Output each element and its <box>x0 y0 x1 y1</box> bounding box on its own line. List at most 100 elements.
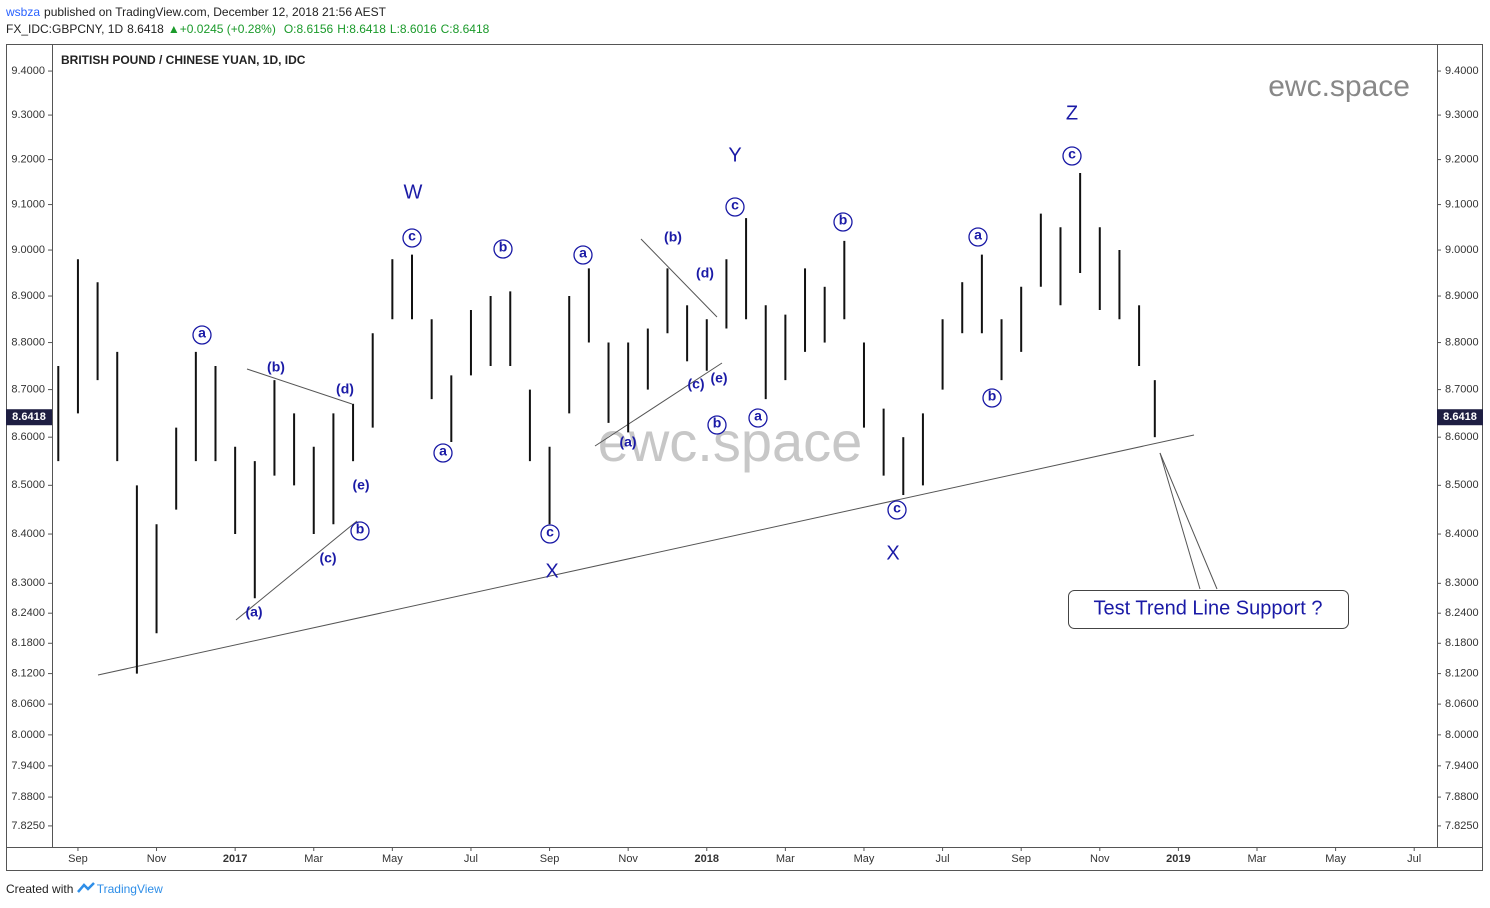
wave-label: c <box>731 197 739 213</box>
wave-circle <box>748 408 768 428</box>
triangle-line <box>594 362 723 447</box>
open: O:8.6156 <box>283 22 334 36</box>
wave-circle <box>192 325 212 345</box>
wave-label: a <box>974 227 982 243</box>
y-tick-label: 9.3000 <box>11 109 45 121</box>
y-tick-label: 8.0600 <box>11 698 45 710</box>
x-tick-label: 2017 <box>223 853 247 865</box>
chart-frame <box>6 44 1483 871</box>
x-tick-label: May <box>382 853 403 865</box>
y-tick-label: 9.4000 <box>1445 65 1479 77</box>
wave-label: a <box>439 443 447 459</box>
wave-circle <box>707 415 727 435</box>
change: ▲+0.0245 (+0.28%) <box>167 22 276 36</box>
y-tick-label: 8.3000 <box>1445 577 1479 589</box>
y-tick-label: 8.2400 <box>1445 607 1479 619</box>
price-tag <box>1437 409 1483 426</box>
y-tick-label: 8.9000 <box>1445 290 1479 302</box>
y-tick-label: 8.4000 <box>11 528 45 540</box>
y-tick-label: 8.8000 <box>11 336 45 348</box>
close: C:8.6418 <box>440 22 490 36</box>
y-tick-label: 9.2000 <box>1445 153 1479 165</box>
wave-label: b <box>988 388 997 404</box>
wave-label: c <box>1068 146 1076 162</box>
wave-label: a <box>579 245 587 261</box>
wave-circle <box>350 521 370 541</box>
wave-label: b <box>839 212 848 228</box>
y-tick-label: 8.7000 <box>1445 384 1479 396</box>
wave-circle <box>573 245 593 265</box>
wave-circle <box>493 239 513 259</box>
wave-label: b <box>356 521 365 537</box>
wave-circle <box>402 228 422 248</box>
wave-label: (a) <box>619 434 636 450</box>
triangle-line <box>235 520 358 621</box>
trend-line <box>97 434 1195 676</box>
logo <box>76 882 95 893</box>
y-tick-label: 7.8800 <box>1445 791 1479 803</box>
callout-text: Test Trend Line Support ? <box>1093 597 1322 619</box>
wave-circle <box>833 212 853 232</box>
wave-label: (a) <box>245 604 262 620</box>
wave-label: c <box>408 228 416 244</box>
y-tick-label: 7.8250 <box>1445 820 1479 832</box>
y-tick-label: 9.4000 <box>11 65 45 77</box>
callout-box <box>1068 590 1349 629</box>
y-tick-label: 9.1000 <box>11 198 45 210</box>
y-tick-label: 7.9400 <box>11 760 45 772</box>
triangle-line <box>640 238 718 318</box>
callout-pointer <box>1159 452 1218 590</box>
change-text: +0.0245 (+0.28%) <box>179 22 276 36</box>
triangle-line <box>246 368 353 405</box>
user[interactable]: wsbza <box>6 5 41 19</box>
x-tick-label: 2018 <box>695 853 719 865</box>
wave-circle <box>433 443 453 463</box>
y-tick-label: 8.3000 <box>11 577 45 589</box>
y-tick-label: 8.8000 <box>1445 336 1479 348</box>
wave-label: a <box>198 325 206 341</box>
published: published on TradingView.com, December 1… <box>44 5 387 19</box>
y-tick-label: 7.9400 <box>1445 760 1479 772</box>
y-tick-label: 8.5000 <box>1445 479 1479 491</box>
watermark: ewc.space <box>598 410 863 473</box>
wave-label: Y <box>728 144 741 166</box>
x-tick-label: Jul <box>1407 853 1421 865</box>
wave-label: c <box>893 500 901 516</box>
publish-line: wsbza published on TradingView.com, Decem… <box>6 5 390 19</box>
wave-label: (b) <box>267 359 285 375</box>
price-tag-label: 8.6418 <box>12 411 46 423</box>
y-tick-label: 8.9000 <box>11 290 45 302</box>
x-tick-label: 2019 <box>1166 853 1190 865</box>
wave-label: (e) <box>352 477 369 493</box>
wave-circle <box>1062 146 1082 166</box>
wave-label: a <box>754 408 762 424</box>
y-tick-label: 9.2000 <box>11 153 45 165</box>
y-tick-label: 8.1200 <box>1445 667 1479 679</box>
wave-label: (e) <box>710 370 727 386</box>
wave-label: (b) <box>664 229 682 245</box>
x-tick-label: May <box>1325 853 1346 865</box>
x-tick-label: May <box>854 853 875 865</box>
wave-circle <box>982 388 1002 408</box>
y-tick-label: 8.2400 <box>11 607 45 619</box>
x-tick-label: Nov <box>147 853 167 865</box>
wave-circle <box>968 227 988 247</box>
wave-circle <box>887 500 907 520</box>
y-tick-label: 8.0000 <box>1445 729 1479 741</box>
wave-label: b <box>499 239 508 255</box>
high: H:8.6418 <box>337 22 386 36</box>
y-tick-label: 8.1800 <box>1445 637 1479 649</box>
wave-label: (c) <box>319 550 336 566</box>
watermark: ewc.space <box>1268 70 1410 103</box>
x-tick-label: Nov <box>618 853 638 865</box>
x-tick-label: Mar <box>304 853 323 865</box>
price-tag <box>6 409 52 426</box>
wave-label: (d) <box>336 381 354 397</box>
y-tick-label: 9.3000 <box>1445 109 1479 121</box>
price-tag-label: 8.6418 <box>1443 411 1477 423</box>
brand[interactable]: TradingView <box>96 882 163 896</box>
callout-pointer <box>1159 452 1201 590</box>
y-tick-label: 8.0600 <box>1445 698 1479 710</box>
y-tick-label: 8.6000 <box>11 431 45 443</box>
y-tick-label: 8.6000 <box>1445 431 1479 443</box>
